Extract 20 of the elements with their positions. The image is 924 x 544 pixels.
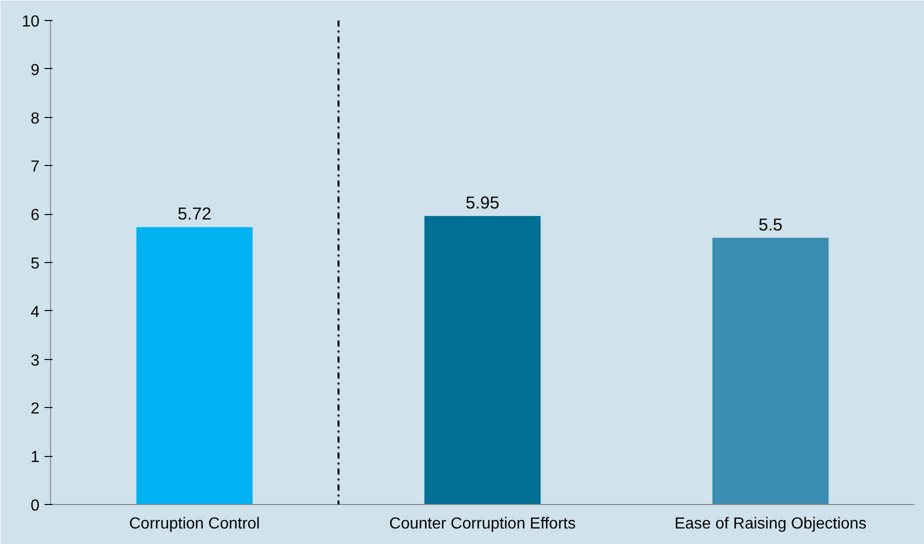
y-tick-label: 0 (30, 498, 40, 514)
data-label: 5.5 (758, 214, 783, 234)
x-tick-label: Corruption Control (129, 516, 260, 532)
y-tick-label: 3 (30, 352, 40, 370)
y-tick-label: 7 (30, 158, 40, 176)
y-tick-label: 2 (30, 400, 40, 418)
x-tick-label: Ease of Raising Objections (674, 516, 867, 532)
y-tick-label: 8 (30, 110, 40, 128)
bar (424, 216, 541, 504)
y-tick-label: 10 (22, 14, 40, 30)
y-tick-label: 9 (30, 62, 40, 79)
x-tick-label: Counter Corruption Efforts (389, 516, 576, 532)
bar (136, 227, 253, 504)
y-tick-label: 5 (30, 256, 40, 272)
data-label: 5.72 (178, 204, 212, 224)
y-tick-label: 4 (30, 304, 40, 321)
bar (712, 238, 829, 504)
y-tick-label: 6 (30, 207, 40, 224)
y-tick-label: 1 (30, 449, 40, 466)
data-label: 5.95 (466, 192, 500, 213)
